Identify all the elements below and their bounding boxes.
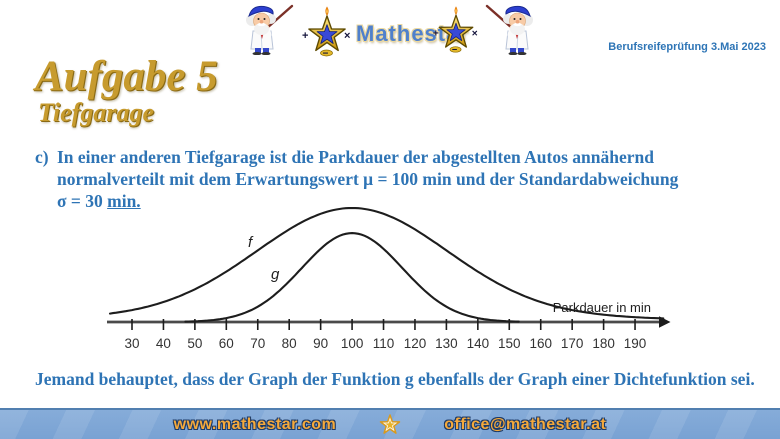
curve-label-g: g (271, 266, 280, 283)
x-axis-title: Parkdauer in min (553, 300, 651, 315)
curve-label-f: f (248, 234, 254, 251)
x-tick-label: 100 (341, 336, 364, 351)
problem-line-2: normalverteilt mit dem Erwartungswert μ … (57, 169, 679, 189)
problem-statement: c) In einer anderen Tiefgarage ist die P… (35, 146, 678, 212)
claim-text: Jemand behauptet, dass der Graph der Fun… (35, 369, 755, 389)
wizard-professor-right-icon (485, 4, 533, 55)
curve-g (184, 232, 520, 323)
mathestar-star-logo-icon: + × − (302, 6, 350, 58)
x-tick-label: 180 (592, 336, 615, 351)
x-tick-label: 110 (373, 336, 395, 351)
x-tick-label: 30 (124, 336, 139, 351)
problem-lines: In einer anderen Tiefgarage ist die Park… (57, 146, 678, 212)
x-tick-label: 130 (435, 336, 458, 351)
problem-line-3: σ = 30 min. (57, 191, 141, 211)
footer-bar: www.mathestar.com office@mathestar.at (0, 408, 780, 439)
svg-text:+: + (433, 28, 439, 39)
x-tick-label: 80 (282, 336, 297, 351)
x-tick-label: 190 (624, 336, 647, 351)
page-title: Aufgabe 5 (35, 53, 218, 100)
footer-website-link[interactable]: www.mathestar.com (173, 415, 337, 433)
x-tick-label: 60 (219, 336, 234, 351)
svg-text:−: − (323, 48, 329, 58)
curve-f (108, 206, 665, 320)
x-tick-label: 120 (404, 336, 427, 351)
svg-text:−: − (452, 45, 458, 55)
page-subtitle: Tiefgarage (38, 98, 154, 127)
x-tick-label: 40 (156, 336, 171, 351)
mathestar-star-logo-icon: + × − (433, 6, 478, 55)
x-tick-label: 90 (313, 336, 328, 351)
problem-item-label: c) (35, 147, 49, 167)
normal-distribution-figure: 30 40 50 60 70 80 90 100 110 120 130 140 150 160 170 18… (107, 206, 671, 351)
footer-star-icon (380, 413, 401, 434)
svg-text:×: × (344, 30, 350, 42)
problem-line-1: In einer anderen Tiefgarage ist die Park… (57, 147, 654, 167)
x-tick-label: 150 (498, 336, 521, 351)
x-tick-label: 160 (529, 336, 552, 351)
wizard-professor-left-icon (246, 4, 294, 55)
x-tick-label: 70 (250, 336, 265, 351)
x-tick-label: 140 (467, 336, 490, 351)
footer-email-link[interactable]: office@mathestar.at (444, 415, 607, 433)
x-tick-label: 170 (561, 336, 584, 351)
exam-date-label: Berufsreifeprüfung 3.Mai 2023 (608, 41, 766, 53)
svg-text:×: × (472, 28, 478, 39)
svg-text:+: + (302, 30, 308, 42)
x-tick-label: 50 (187, 336, 202, 351)
